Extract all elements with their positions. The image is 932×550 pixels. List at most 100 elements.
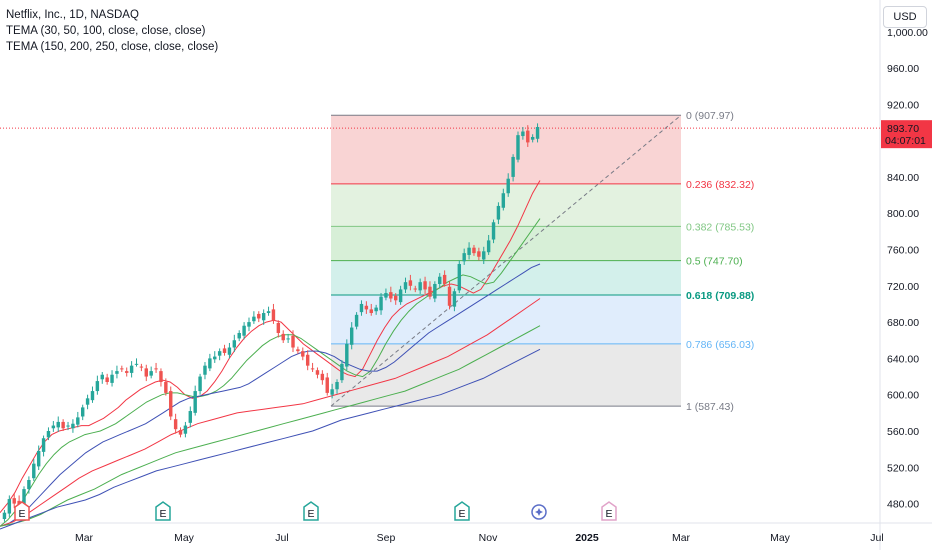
candle-body (291, 335, 295, 348)
time-axis[interactable]: Mar May Jul Sep Nov 2025 Mar May Jul (75, 532, 884, 544)
candle-body (345, 343, 349, 367)
time-tick-label: Sep (377, 532, 396, 544)
price-tick-label: 800.00 (887, 208, 919, 220)
candle-body (12, 498, 16, 504)
candle-body (408, 280, 413, 286)
candle-body (149, 371, 153, 376)
candle-body (462, 253, 466, 262)
fib-zone (331, 226, 681, 261)
price-tick-label: 840.00 (887, 172, 919, 184)
fib-zone (331, 294, 681, 344)
fib-level-label: 1 (587.43) (686, 401, 734, 413)
candle-body (276, 323, 281, 333)
candle-body (403, 282, 408, 290)
tema-line (0, 325, 541, 527)
candle-body (247, 322, 251, 327)
candle-body (452, 291, 457, 307)
candle-body (296, 349, 300, 352)
fib-level-label: 0.236 (832.32) (686, 179, 754, 191)
candle-body (56, 421, 60, 428)
candle-body (482, 251, 486, 260)
tema-line (0, 298, 541, 527)
candle-body (129, 365, 134, 373)
candle-body (139, 366, 144, 368)
candle-body (32, 463, 36, 479)
candle-body (423, 281, 427, 290)
candle-body (173, 419, 178, 430)
price-tick-label: 720.00 (887, 281, 919, 293)
chart-legend: Netflix, Inc., 1D, NASDAQ TEMA (30, 50, … (6, 7, 218, 55)
candle-body (301, 351, 305, 357)
candle-body (530, 136, 535, 140)
candle-body (110, 374, 114, 383)
candle-body (120, 368, 124, 370)
indicator-tema-2[interactable]: TEMA (150, 200, 250, close, close, close… (6, 41, 219, 53)
candle-body (349, 327, 354, 345)
candle-body (188, 411, 193, 423)
candle-body (237, 332, 241, 339)
candle-body (369, 309, 373, 314)
bar-countdown: 04:07:01 (885, 135, 926, 147)
candle-body (71, 423, 75, 429)
candle-body (154, 368, 158, 370)
candle-body (398, 289, 403, 303)
candle-body (222, 348, 227, 353)
candle-body (486, 240, 491, 253)
candle-body (394, 295, 398, 301)
earnings-marker-label: E (18, 508, 25, 520)
candle-body (286, 338, 290, 340)
candle-body (198, 376, 202, 392)
tema-line (0, 263, 541, 527)
time-tick-label: 2025 (575, 532, 599, 544)
candle-body (335, 381, 339, 390)
candle-body (413, 288, 417, 290)
candle-body (95, 381, 100, 392)
symbol-title[interactable]: Netflix, Inc., 1D, NASDAQ (6, 9, 139, 21)
fibonacci-retracement[interactable]: 0 (907.97) 0.236 (832.32) 0.382 (785.53) 0.… (0, 110, 880, 413)
candle-body (125, 371, 129, 373)
price-tick-label: 920.00 (887, 99, 919, 111)
candle-body (521, 131, 525, 137)
earnings-marker-label: E (458, 508, 465, 520)
candle-body (61, 421, 65, 429)
candle-body (208, 358, 212, 369)
earnings-marker-label: E (307, 508, 314, 520)
candle-body (315, 370, 320, 375)
candle-body (526, 130, 530, 143)
tema-line (0, 348, 541, 530)
fib-level-label: 0.786 (656.03) (686, 339, 754, 351)
candle-body (169, 391, 173, 417)
candle-body (227, 347, 232, 355)
price-tick-label: 640.00 (887, 353, 919, 365)
time-tick-label: Jul (275, 532, 288, 544)
candle-body (281, 333, 285, 341)
candle-body (178, 430, 183, 435)
last-price-value: 893.70 (887, 123, 919, 135)
candle-body (27, 480, 31, 490)
price-tick-label: 960.00 (887, 63, 919, 75)
earnings-marker-icon (454, 501, 470, 521)
candle-body (477, 251, 481, 257)
candle-body (41, 438, 46, 452)
earnings-marker-icon (14, 501, 30, 521)
currency-button[interactable]: USD (883, 6, 927, 28)
candle-body (535, 126, 540, 139)
candle-body (496, 205, 501, 220)
candle-body (266, 311, 271, 314)
candle-body (257, 313, 261, 319)
price-axis[interactable]: 480.00 520.00 560.00 600.00 640.00 680.00 720.… (887, 27, 928, 511)
fib-zone (331, 183, 681, 227)
candle-body (100, 374, 104, 380)
price-tick-label: 600.00 (887, 390, 919, 402)
time-tick-label: May (770, 532, 791, 544)
indicator-tema-1[interactable]: TEMA (30, 50, 100, close, close, close) (6, 25, 206, 37)
candle-body (418, 282, 422, 291)
candle-body (516, 135, 520, 160)
candle-body (7, 499, 12, 514)
candle-body (242, 325, 246, 336)
earnings-marker-label: E (159, 508, 166, 520)
candle-body (330, 389, 334, 395)
